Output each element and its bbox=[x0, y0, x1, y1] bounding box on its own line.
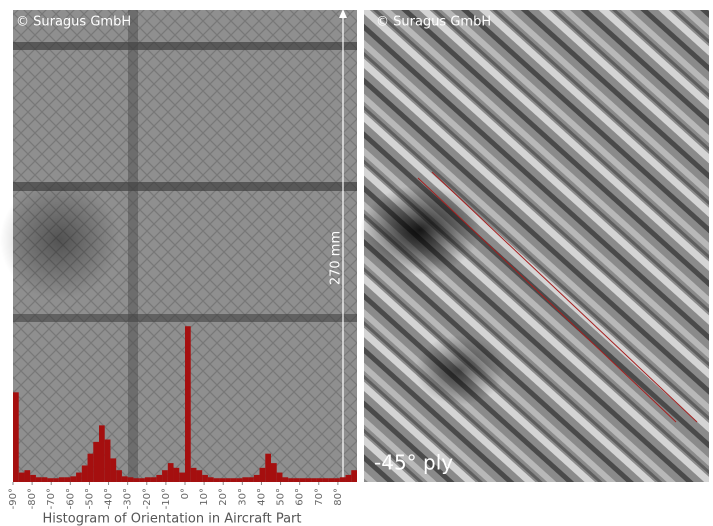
bar bbox=[162, 470, 168, 482]
bar bbox=[93, 441, 99, 482]
x-tick-label: -20° bbox=[142, 488, 153, 509]
bar bbox=[150, 477, 157, 482]
x-tick-label: 30° bbox=[237, 488, 248, 506]
x-tick-label: -40° bbox=[104, 488, 115, 509]
x-tick-label: 20° bbox=[218, 488, 229, 506]
bar bbox=[311, 478, 317, 482]
bar bbox=[116, 470, 122, 482]
bar bbox=[242, 477, 249, 482]
x-tick-label: 50° bbox=[276, 488, 287, 506]
ply-label: -45° ply bbox=[374, 451, 453, 475]
x-tick-label: -80° bbox=[27, 488, 38, 509]
bar bbox=[156, 474, 163, 482]
bar bbox=[70, 476, 77, 482]
bar bbox=[58, 477, 65, 482]
bar bbox=[293, 478, 300, 482]
bar bbox=[207, 477, 214, 482]
x-tick-label: 0° bbox=[180, 488, 191, 499]
left-image: © Suragus GmbH 270 mm bbox=[0, 9, 357, 482]
bar bbox=[99, 425, 105, 482]
bar bbox=[167, 463, 174, 482]
bar bbox=[299, 478, 306, 482]
bar bbox=[76, 472, 82, 482]
bar bbox=[41, 477, 48, 482]
bar bbox=[104, 439, 111, 482]
bar bbox=[236, 478, 243, 482]
x-axis-title: Histogram of Orientation in Aircraft Par… bbox=[42, 512, 301, 526]
x-tick-label: 60° bbox=[295, 488, 306, 506]
bar bbox=[339, 477, 346, 482]
x-tick-label: -60° bbox=[65, 488, 76, 509]
bar bbox=[305, 478, 312, 482]
bar bbox=[87, 453, 94, 482]
x-tick-label: 80° bbox=[333, 488, 344, 506]
bar bbox=[179, 472, 185, 482]
bar bbox=[190, 467, 197, 482]
right-image: © Suragus GmbH -45° ply bbox=[360, 10, 709, 482]
bar bbox=[53, 478, 59, 482]
bar bbox=[47, 478, 54, 482]
bar bbox=[282, 477, 289, 482]
bar bbox=[133, 478, 140, 482]
copyright: © Suragus GmbH bbox=[376, 15, 491, 30]
bar bbox=[202, 474, 208, 482]
bar bbox=[219, 478, 226, 482]
bar bbox=[139, 478, 145, 482]
bar bbox=[334, 478, 340, 482]
bar bbox=[24, 470, 31, 482]
bar bbox=[316, 478, 323, 482]
x-tick-label: -50° bbox=[84, 488, 95, 509]
bar bbox=[196, 470, 203, 482]
bar bbox=[322, 478, 329, 482]
bar bbox=[144, 477, 151, 482]
x-tick-label: -30° bbox=[123, 488, 134, 509]
bar bbox=[35, 477, 42, 482]
bar bbox=[253, 474, 260, 482]
bar bbox=[230, 478, 237, 482]
bar bbox=[213, 478, 220, 482]
bar bbox=[110, 458, 117, 482]
x-tick-label: 70° bbox=[314, 488, 325, 506]
copyright: © Suragus GmbH bbox=[16, 15, 131, 30]
bar bbox=[265, 453, 271, 482]
bar bbox=[121, 476, 128, 482]
x-tick-label: -70° bbox=[46, 488, 57, 509]
bar bbox=[173, 467, 180, 482]
bar bbox=[64, 477, 71, 482]
scale-label: 270 mm bbox=[329, 231, 344, 285]
bar bbox=[328, 478, 335, 482]
bar bbox=[345, 474, 352, 482]
bar bbox=[288, 478, 294, 482]
bar bbox=[18, 472, 25, 482]
x-tick-label: -10° bbox=[161, 488, 172, 509]
bar bbox=[276, 472, 283, 482]
bar bbox=[259, 467, 266, 482]
bar bbox=[351, 470, 357, 482]
bar bbox=[13, 392, 19, 482]
x-tick-label: 10° bbox=[199, 488, 210, 506]
bar bbox=[185, 326, 191, 482]
x-tick-label: -90° bbox=[8, 488, 19, 509]
x-tick-label: 40° bbox=[256, 488, 267, 506]
bar bbox=[30, 474, 36, 482]
bar bbox=[81, 465, 88, 482]
bar bbox=[271, 463, 277, 482]
bar bbox=[127, 477, 134, 482]
bar bbox=[248, 477, 254, 482]
bar bbox=[225, 478, 231, 482]
